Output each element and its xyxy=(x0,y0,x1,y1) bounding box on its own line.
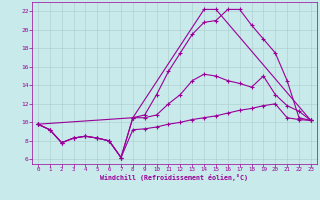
X-axis label: Windchill (Refroidissement éolien,°C): Windchill (Refroidissement éolien,°C) xyxy=(100,174,248,181)
